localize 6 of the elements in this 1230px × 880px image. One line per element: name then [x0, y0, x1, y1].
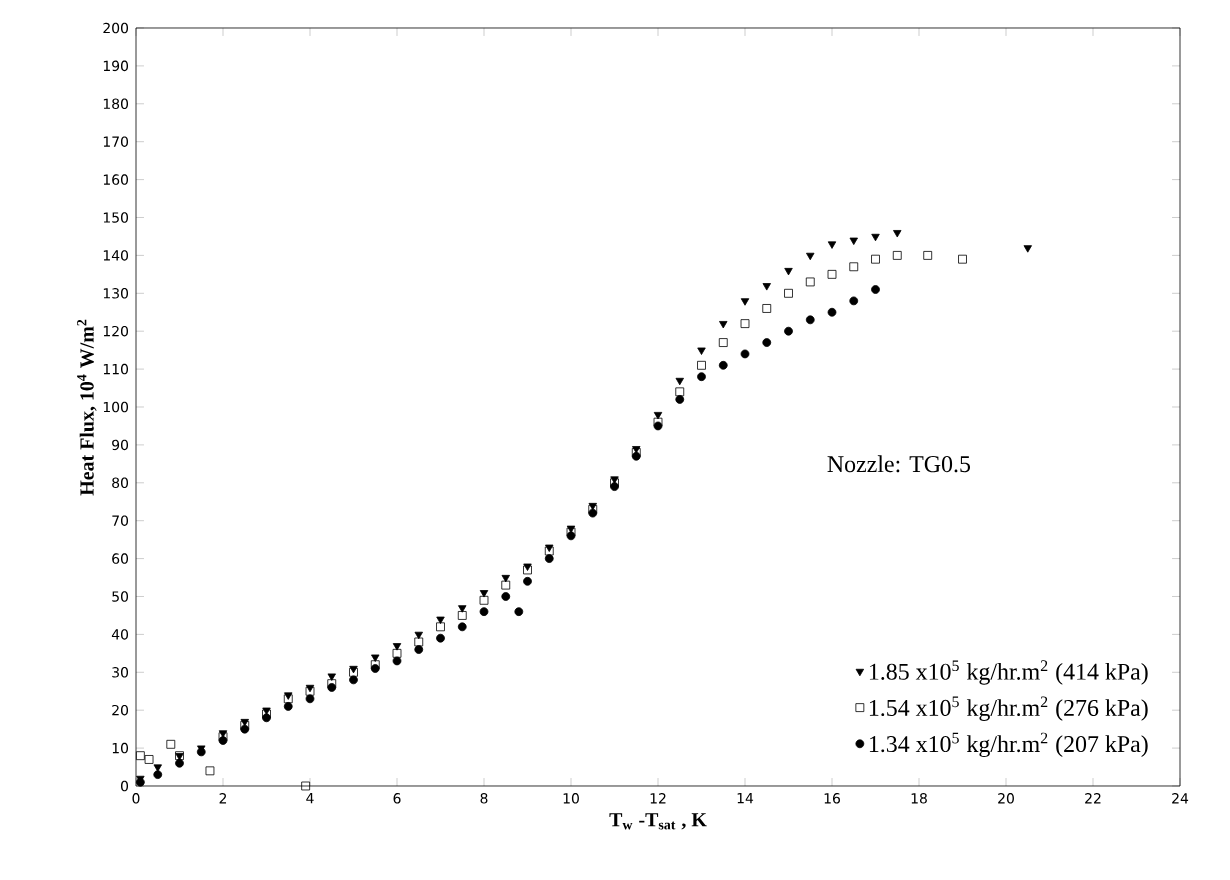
legend-label: 1.54 x10$^{5}$ kg/hr.m$^{2}$ (276 kPa)	[869, 696, 1148, 721]
y-axis-title: Heat Flux, 10$^{4}$ W/m$^{2}$	[77, 319, 97, 496]
legend-label: 1.34 x10$^{5}$ kg/hr.m$^{2}$ (207 kPa)	[869, 732, 1148, 758]
x-axis-title: T$_{w}$ -T$_{sat}$ , K	[609, 813, 707, 830]
legend-label: 1.85 x10$^{5}$ kg/hr.m$^{2}$ (414 kPa)	[869, 660, 1148, 685]
annotation: Nozzle: TG0.5	[827, 455, 971, 473]
